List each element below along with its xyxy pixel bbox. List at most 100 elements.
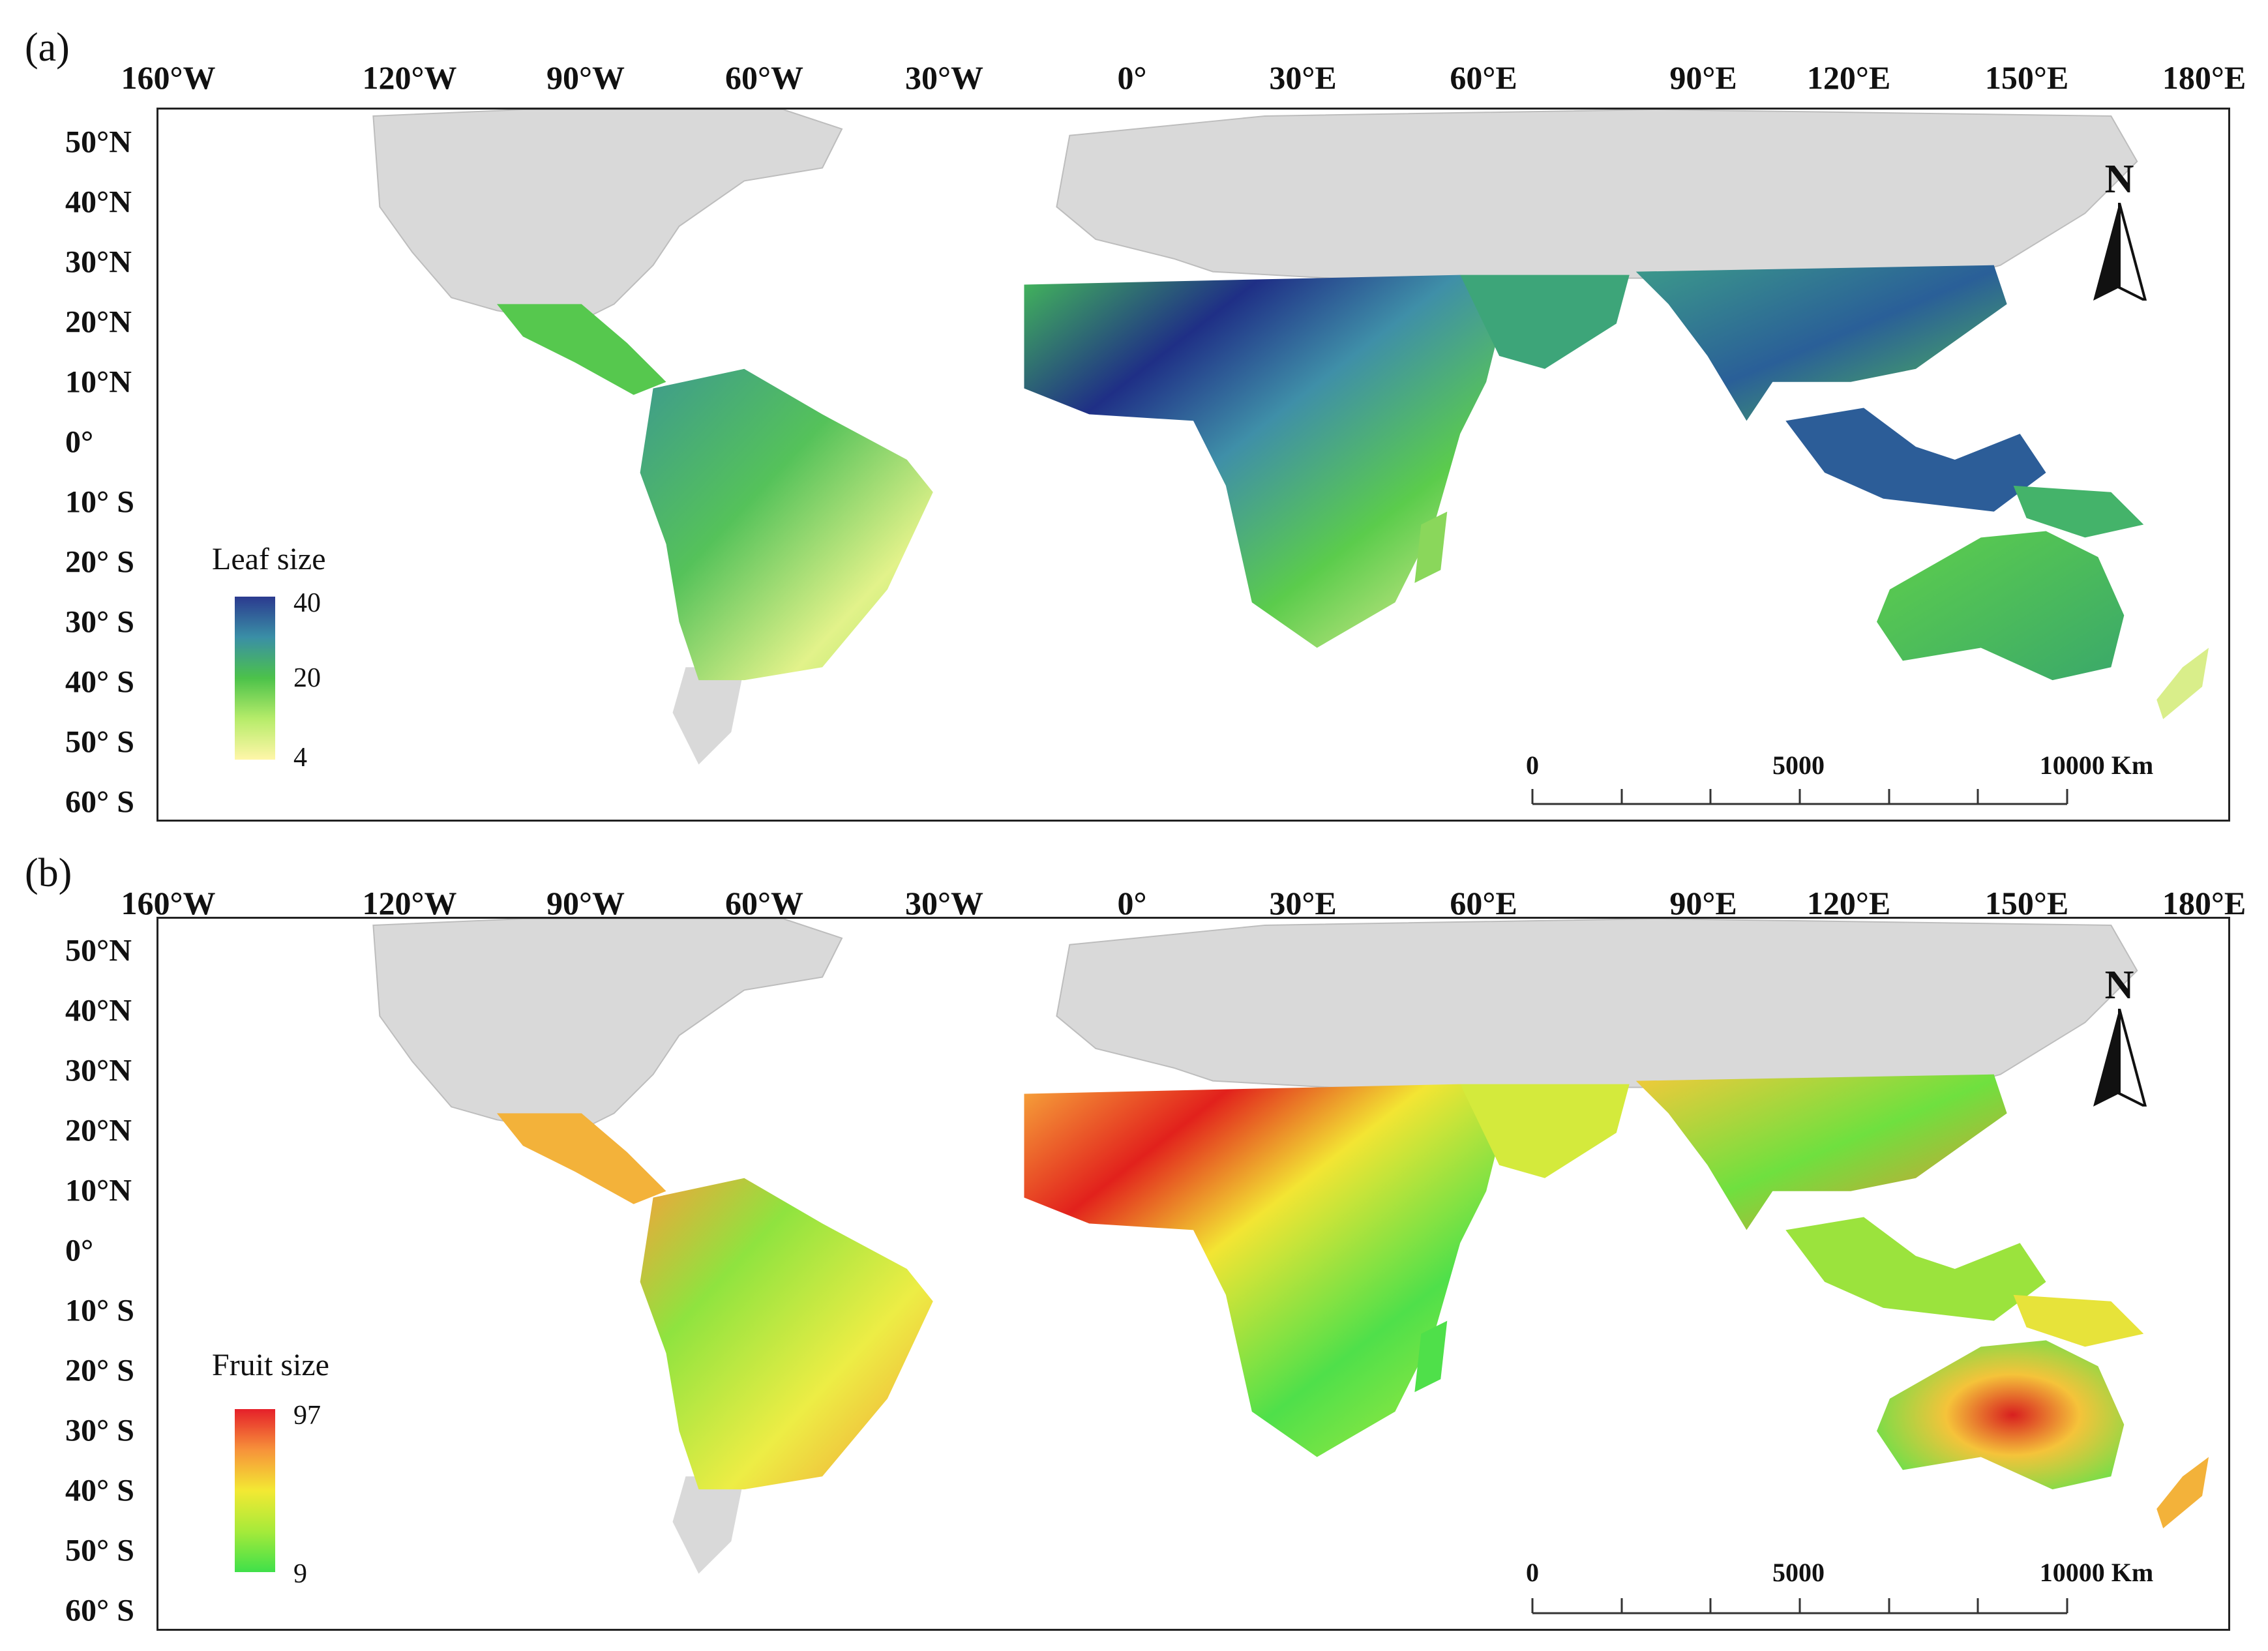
lon-label: 90°E (1669, 885, 1737, 921)
land-south-america-tip (672, 1476, 745, 1574)
scale-label: 5000 (1772, 1558, 1825, 1587)
lat-label: 50° S (65, 1533, 134, 1568)
land-north-america (372, 919, 843, 1134)
lon-label: 150°E (1984, 885, 2069, 921)
lat-label: 50°N (65, 125, 132, 160)
lat-label: 30°N (65, 1053, 132, 1088)
legend-tick-label: 97 (293, 1401, 321, 1431)
lat-label: 20°N (65, 305, 132, 340)
north-label: N (2104, 963, 2134, 1007)
lon-label: 90°E (1669, 59, 1737, 96)
legend-tick-label: 4 (293, 743, 307, 773)
world-map (372, 919, 2209, 1574)
region-new-guinea (2013, 1294, 2144, 1347)
lon-label: 180°E (2162, 885, 2246, 921)
region-africa (1024, 275, 1506, 648)
lon-label: 60°E (1450, 59, 1517, 96)
lat-label: 10° S (65, 1293, 134, 1328)
lat-label: 10°N (65, 364, 132, 400)
lat-label: 50°N (65, 933, 132, 968)
lon-label: 30°E (1269, 885, 1337, 921)
region-central-america (497, 304, 666, 395)
lat-label: 30° S (65, 1413, 134, 1448)
panel-a: (a) 160°W 120°W 90°W 60°W 30°W 0° 30°E 6… (25, 25, 2246, 822)
land-north-america (372, 110, 843, 325)
region-madagascar (1414, 511, 1448, 583)
lat-label: 40°N (65, 993, 132, 1028)
north-arrow: N (2087, 962, 2152, 1110)
lat-label: 60° S (65, 784, 134, 820)
lon-label: 0° (1117, 885, 1147, 921)
region-south-america (640, 368, 933, 681)
lat-label: 0° (65, 1233, 94, 1268)
land-south-america-tip (672, 667, 745, 765)
lon-label: 150°E (1984, 59, 2069, 96)
lat-label: 40° S (65, 664, 134, 700)
panel-letter: (a) (25, 25, 70, 70)
region-new-zealand (2156, 1457, 2209, 1528)
lon-label: 30°W (905, 885, 983, 921)
legend-title: Leaf size (212, 542, 326, 576)
lon-label: 120°E (1806, 59, 1891, 96)
region-new-guinea (2013, 485, 2144, 538)
panel-letter: (b) (25, 851, 72, 895)
lon-label: 90°W (546, 59, 625, 96)
lat-label: 50° S (65, 724, 134, 760)
lon-label: 160°W (121, 59, 216, 96)
map-frame (157, 917, 2230, 1631)
north-label: N (2104, 157, 2134, 201)
land-eurasia (1056, 110, 2138, 279)
lon-label: 30°E (1269, 59, 1337, 96)
lat-label: 40°N (65, 185, 132, 220)
region-madagascar (1414, 1320, 1448, 1392)
lon-label: 30°W (905, 59, 983, 96)
lon-label: 120°W (362, 885, 457, 921)
lat-label: 20° S (65, 1353, 134, 1388)
legend-color-bar (235, 597, 275, 760)
world-map (372, 110, 2209, 765)
region-south-america (640, 1178, 933, 1490)
lon-label: 60°E (1450, 885, 1517, 921)
scale-bar (1531, 1598, 2068, 1614)
region-south-asia (1635, 265, 2007, 421)
lon-label: 60°W (725, 59, 803, 96)
land-eurasia (1056, 919, 2138, 1088)
region-se-asia-islands (1785, 408, 2046, 512)
region-arabia (1460, 275, 1630, 369)
scale-label: 5000 (1772, 751, 1825, 780)
scale-label: 0 (1526, 751, 1539, 780)
region-arabia (1460, 1084, 1630, 1178)
region-south-asia (1635, 1074, 2007, 1230)
scale-label: 0 (1526, 1558, 1539, 1587)
legend-color-bar (235, 1409, 275, 1572)
region-australia (1877, 531, 2125, 681)
lat-label: 20°N (65, 1113, 132, 1148)
north-arrow-icon (2093, 202, 2148, 303)
scale-label: 10000 Km (2039, 751, 2154, 780)
region-new-zealand (2156, 647, 2209, 719)
lon-label: 0° (1117, 59, 1147, 96)
lon-label: 120°E (1806, 885, 1891, 921)
region-africa (1024, 1084, 1506, 1457)
lat-label: 30° S (65, 604, 134, 640)
map-frame (157, 108, 2230, 822)
north-arrow-icon (2093, 1008, 2148, 1109)
panel-b: (b) 160°W 120°W 90°W 60°W 30°W 0° 30°E 6… (0, 826, 2268, 1651)
legend-tick-label: 20 (293, 663, 321, 693)
lon-label: 160°W (121, 885, 216, 921)
region-se-asia-islands (1785, 1217, 2046, 1321)
region-central-america (497, 1113, 666, 1204)
lon-label: 120°W (362, 59, 457, 96)
lat-label: 20° S (65, 544, 134, 580)
legend-tick-label: 9 (293, 1559, 307, 1589)
lat-label: 10° S (65, 484, 134, 520)
lat-label: 0° (65, 424, 94, 460)
legend-title: Fruit size (212, 1348, 329, 1382)
lat-label: 10°N (65, 1173, 132, 1208)
lon-label: 60°W (725, 885, 803, 921)
lat-label: 40° S (65, 1473, 134, 1508)
lat-label: 60° S (65, 1593, 134, 1628)
lon-label: 90°W (546, 885, 625, 921)
north-arrow: N (2087, 156, 2152, 304)
lon-label: 180°E (2162, 59, 2246, 96)
